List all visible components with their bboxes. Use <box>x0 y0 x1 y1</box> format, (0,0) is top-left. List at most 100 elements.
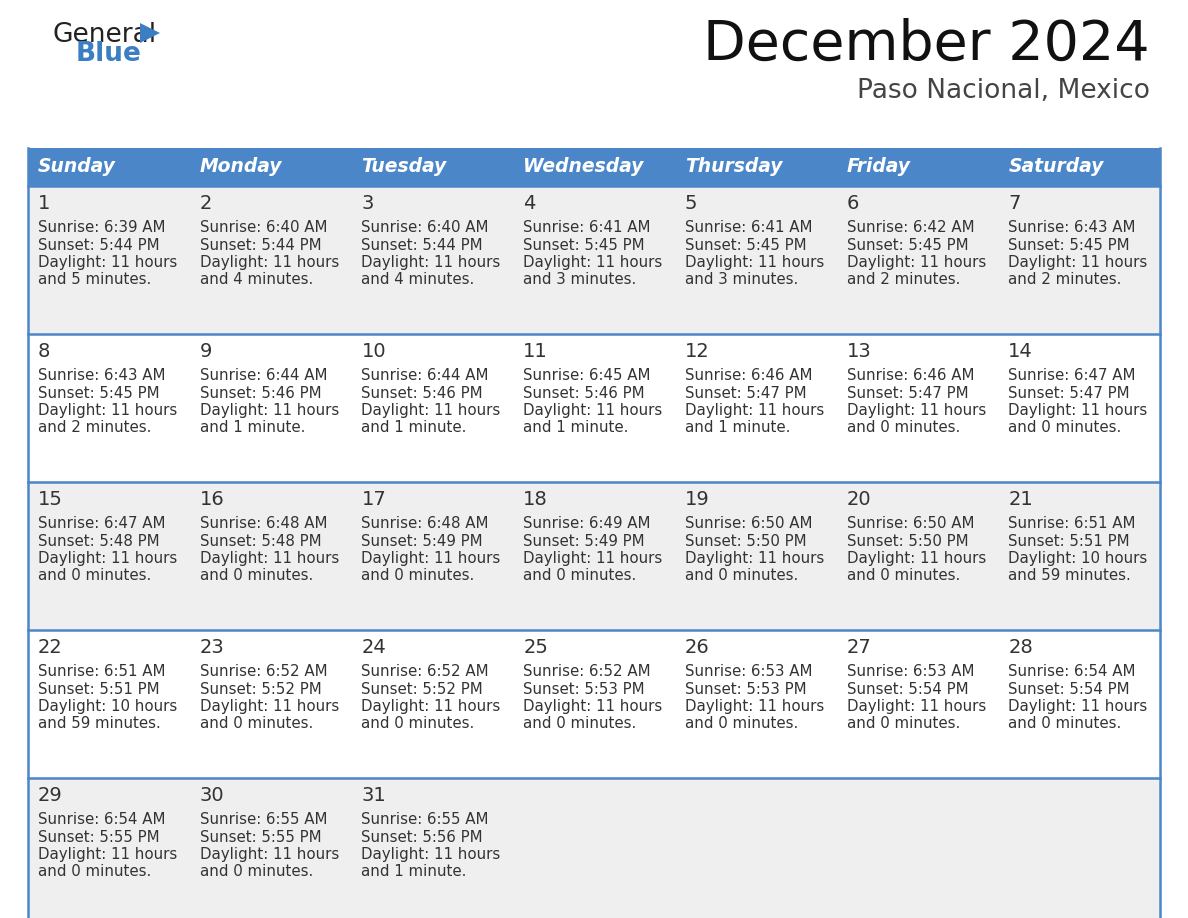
Text: Sunset: 5:45 PM: Sunset: 5:45 PM <box>1009 238 1130 252</box>
Text: Sunrise: 6:42 AM: Sunrise: 6:42 AM <box>847 220 974 235</box>
Text: 30: 30 <box>200 786 225 805</box>
Text: Sunrise: 6:47 AM: Sunrise: 6:47 AM <box>38 516 165 531</box>
Text: 10: 10 <box>361 342 386 361</box>
Polygon shape <box>140 23 160 43</box>
Text: 2: 2 <box>200 194 213 213</box>
Text: Wednesday: Wednesday <box>523 158 644 176</box>
Text: Daylight: 11 hours: Daylight: 11 hours <box>1009 699 1148 714</box>
Text: Sunrise: 6:50 AM: Sunrise: 6:50 AM <box>684 516 813 531</box>
Text: Daylight: 10 hours: Daylight: 10 hours <box>1009 551 1148 566</box>
Text: 16: 16 <box>200 490 225 509</box>
Text: Sunrise: 6:43 AM: Sunrise: 6:43 AM <box>1009 220 1136 235</box>
Text: Sunrise: 6:51 AM: Sunrise: 6:51 AM <box>1009 516 1136 531</box>
Text: and 0 minutes.: and 0 minutes. <box>523 717 637 732</box>
Text: Sunrise: 6:41 AM: Sunrise: 6:41 AM <box>523 220 651 235</box>
Text: Sunset: 5:45 PM: Sunset: 5:45 PM <box>523 238 645 252</box>
Text: 29: 29 <box>38 786 63 805</box>
Bar <box>29 778 1159 918</box>
Text: and 5 minutes.: and 5 minutes. <box>38 273 151 287</box>
Text: and 0 minutes.: and 0 minutes. <box>847 420 960 435</box>
Text: Daylight: 11 hours: Daylight: 11 hours <box>1009 255 1148 270</box>
Text: 24: 24 <box>361 638 386 657</box>
Text: Tuesday: Tuesday <box>361 158 447 176</box>
Text: Sunset: 5:48 PM: Sunset: 5:48 PM <box>38 533 159 548</box>
Text: and 0 minutes.: and 0 minutes. <box>38 568 151 584</box>
Text: and 0 minutes.: and 0 minutes. <box>200 717 312 732</box>
Text: Daylight: 11 hours: Daylight: 11 hours <box>361 255 500 270</box>
Text: and 0 minutes.: and 0 minutes. <box>200 865 312 879</box>
Text: Sunrise: 6:53 AM: Sunrise: 6:53 AM <box>847 664 974 679</box>
Text: and 0 minutes.: and 0 minutes. <box>38 865 151 879</box>
Text: Saturday: Saturday <box>1009 158 1104 176</box>
Text: and 59 minutes.: and 59 minutes. <box>38 717 160 732</box>
Text: Sunrise: 6:41 AM: Sunrise: 6:41 AM <box>684 220 813 235</box>
Text: Sunset: 5:56 PM: Sunset: 5:56 PM <box>361 830 484 845</box>
Text: 19: 19 <box>684 490 709 509</box>
Text: Sunset: 5:45 PM: Sunset: 5:45 PM <box>684 238 807 252</box>
Bar <box>29 334 1159 482</box>
Text: Sunset: 5:48 PM: Sunset: 5:48 PM <box>200 533 321 548</box>
Text: Daylight: 11 hours: Daylight: 11 hours <box>847 551 986 566</box>
Text: and 3 minutes.: and 3 minutes. <box>523 273 637 287</box>
Text: Sunrise: 6:46 AM: Sunrise: 6:46 AM <box>684 368 813 383</box>
Text: Daylight: 11 hours: Daylight: 11 hours <box>200 551 339 566</box>
Text: and 4 minutes.: and 4 minutes. <box>361 273 475 287</box>
Text: and 0 minutes.: and 0 minutes. <box>684 717 798 732</box>
Text: Sunset: 5:44 PM: Sunset: 5:44 PM <box>361 238 484 252</box>
Text: and 1 minute.: and 1 minute. <box>200 420 305 435</box>
Text: 6: 6 <box>847 194 859 213</box>
Text: Sunset: 5:47 PM: Sunset: 5:47 PM <box>847 386 968 400</box>
Text: 17: 17 <box>361 490 386 509</box>
Text: Monday: Monday <box>200 158 283 176</box>
Text: and 0 minutes.: and 0 minutes. <box>684 568 798 584</box>
Text: Daylight: 11 hours: Daylight: 11 hours <box>684 551 824 566</box>
Bar <box>29 148 1159 186</box>
Text: Thursday: Thursday <box>684 158 783 176</box>
Text: General: General <box>52 22 156 48</box>
Text: Daylight: 11 hours: Daylight: 11 hours <box>361 847 500 862</box>
Text: and 1 minute.: and 1 minute. <box>684 420 790 435</box>
Text: Sunrise: 6:48 AM: Sunrise: 6:48 AM <box>361 516 489 531</box>
Text: 18: 18 <box>523 490 548 509</box>
Text: 7: 7 <box>1009 194 1020 213</box>
Text: 20: 20 <box>847 490 871 509</box>
Text: 9: 9 <box>200 342 213 361</box>
Text: and 2 minutes.: and 2 minutes. <box>38 420 151 435</box>
Text: Sunset: 5:51 PM: Sunset: 5:51 PM <box>38 681 159 697</box>
Text: Sunset: 5:52 PM: Sunset: 5:52 PM <box>200 681 322 697</box>
Text: December 2024: December 2024 <box>703 18 1150 72</box>
Text: Sunrise: 6:55 AM: Sunrise: 6:55 AM <box>200 812 327 827</box>
Text: and 0 minutes.: and 0 minutes. <box>523 568 637 584</box>
Text: 1: 1 <box>38 194 50 213</box>
Text: Sunset: 5:47 PM: Sunset: 5:47 PM <box>684 386 807 400</box>
Text: and 0 minutes.: and 0 minutes. <box>361 568 475 584</box>
Text: Sunrise: 6:54 AM: Sunrise: 6:54 AM <box>1009 664 1136 679</box>
Text: and 1 minute.: and 1 minute. <box>523 420 628 435</box>
Text: Daylight: 11 hours: Daylight: 11 hours <box>361 551 500 566</box>
Text: Sunrise: 6:49 AM: Sunrise: 6:49 AM <box>523 516 651 531</box>
Text: Sunrise: 6:46 AM: Sunrise: 6:46 AM <box>847 368 974 383</box>
Text: Daylight: 11 hours: Daylight: 11 hours <box>200 847 339 862</box>
Text: Sunrise: 6:52 AM: Sunrise: 6:52 AM <box>523 664 651 679</box>
Text: Friday: Friday <box>847 158 910 176</box>
Text: Daylight: 11 hours: Daylight: 11 hours <box>684 255 824 270</box>
Text: Sunset: 5:49 PM: Sunset: 5:49 PM <box>361 533 484 548</box>
Text: Sunset: 5:55 PM: Sunset: 5:55 PM <box>38 830 159 845</box>
Text: and 4 minutes.: and 4 minutes. <box>200 273 312 287</box>
Text: and 0 minutes.: and 0 minutes. <box>200 568 312 584</box>
Text: 13: 13 <box>847 342 871 361</box>
Text: Sunrise: 6:51 AM: Sunrise: 6:51 AM <box>38 664 165 679</box>
Text: and 2 minutes.: and 2 minutes. <box>1009 273 1121 287</box>
Text: Sunset: 5:46 PM: Sunset: 5:46 PM <box>200 386 321 400</box>
Text: Sunset: 5:52 PM: Sunset: 5:52 PM <box>361 681 484 697</box>
Text: and 2 minutes.: and 2 minutes. <box>847 273 960 287</box>
Text: Sunset: 5:50 PM: Sunset: 5:50 PM <box>684 533 807 548</box>
Text: Sunrise: 6:52 AM: Sunrise: 6:52 AM <box>200 664 328 679</box>
Text: Sunrise: 6:45 AM: Sunrise: 6:45 AM <box>523 368 651 383</box>
Text: Daylight: 11 hours: Daylight: 11 hours <box>523 403 663 418</box>
Bar <box>29 186 1159 334</box>
Text: Sunset: 5:54 PM: Sunset: 5:54 PM <box>1009 681 1130 697</box>
Text: 26: 26 <box>684 638 709 657</box>
Text: Daylight: 11 hours: Daylight: 11 hours <box>523 699 663 714</box>
Text: Daylight: 10 hours: Daylight: 10 hours <box>38 699 177 714</box>
